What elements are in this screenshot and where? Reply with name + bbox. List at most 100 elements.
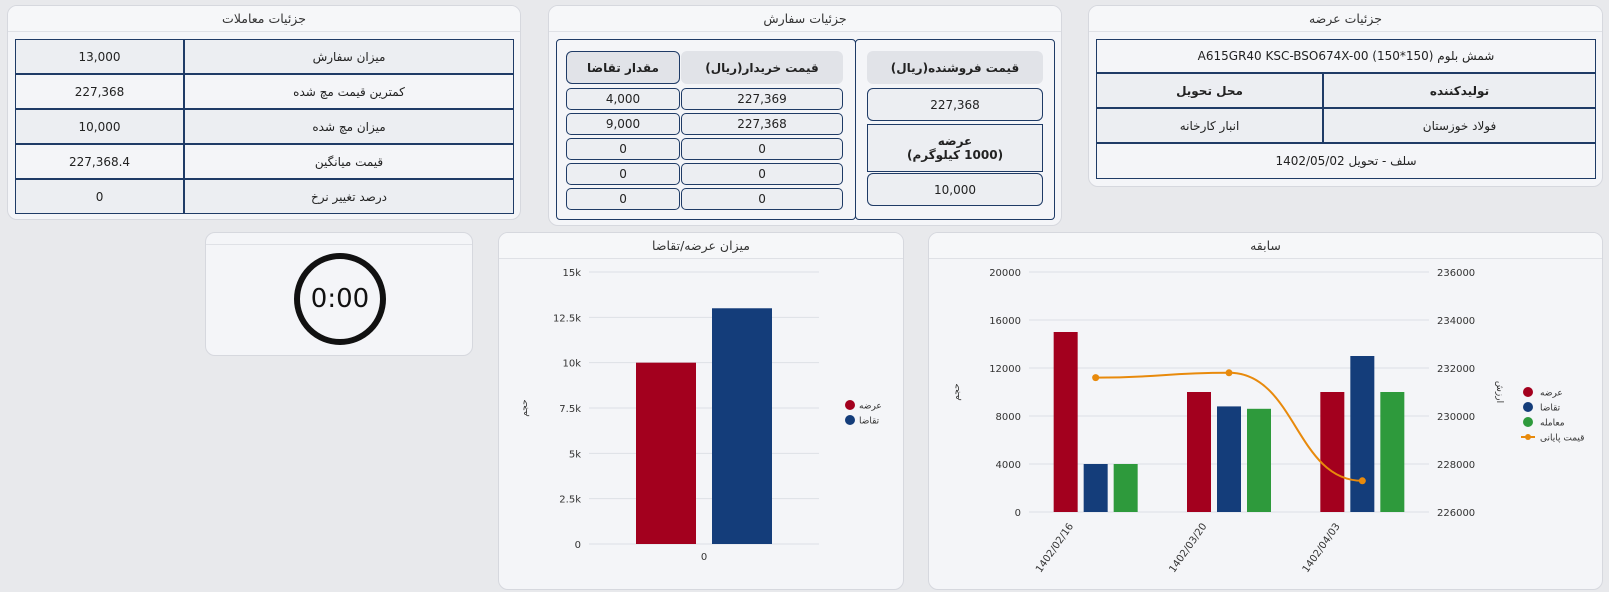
price-point — [1358, 477, 1366, 485]
y-tick-label: 12000 — [989, 364, 1021, 375]
trade-details-panel: جزئیات معاملات میزان سفارش 13,000 کمترین… — [7, 5, 521, 220]
legend-label: معامله — [1540, 419, 1565, 429]
bar — [1083, 464, 1108, 512]
x-tick-label: 1402/02/16 — [1034, 521, 1076, 575]
bar — [1350, 356, 1375, 512]
supply-demand-chart-title: میزان عرضه/تقاضا — [499, 233, 903, 259]
trade-row-value: 227,368 — [15, 74, 184, 109]
trade-row-value: 0 — [15, 179, 184, 214]
bar — [636, 362, 696, 544]
bar — [1320, 392, 1345, 512]
bid-price: 0 — [681, 138, 843, 160]
history-chart-panel: سابقه 0 4000 8000 12000 16000 20000 226000 2280… — [928, 232, 1603, 590]
x-tick-label: 1402/04/03 — [1301, 521, 1343, 575]
producer-label: تولیدکننده — [1323, 73, 1596, 108]
legend-label: تقاضا — [1540, 404, 1561, 414]
y-tick-label: 0 — [1015, 508, 1021, 519]
y-tick-label: 12.5k — [553, 313, 581, 324]
legend-label: تقاضا — [859, 417, 880, 427]
y2-tick-label: 234000 — [1437, 316, 1475, 327]
y-tick-label: 7.5k — [559, 404, 581, 415]
history-chart-title: سابقه — [929, 233, 1602, 259]
timer-value: 0:00 — [310, 284, 370, 314]
y-axis-label: حجم — [520, 399, 530, 416]
bid-price: 0 — [681, 163, 843, 185]
y-tick-label: 8000 — [996, 412, 1021, 423]
legend-marker — [845, 415, 855, 425]
buyer-price-label: قیمت خریدار(ریال) — [681, 51, 843, 84]
legend-label: عرضه — [1540, 389, 1563, 399]
bid-price: 227,368 — [681, 113, 843, 135]
trade-row-value: 10,000 — [15, 109, 184, 144]
trade-row-label: قیمت میانگین — [184, 144, 514, 179]
y2-tick-label: 228000 — [1437, 460, 1475, 471]
y-tick-label: 2.5k — [559, 495, 581, 506]
history-chart: 0 4000 8000 12000 16000 20000 226000 228000 2300… — [952, 268, 1584, 575]
bid-qty: 4,000 — [566, 88, 680, 110]
price-point — [1225, 369, 1233, 377]
y-axis-label: حجم — [952, 383, 962, 400]
legend-marker — [845, 400, 855, 410]
bar — [1217, 406, 1241, 512]
bid-price: 227,369 — [681, 88, 843, 110]
x-tick-label: 0 — [701, 552, 707, 563]
x-tick-label: 1402/03/20 — [1167, 521, 1209, 575]
y-tick-label: 0 — [575, 540, 581, 551]
y2-tick-label: 230000 — [1437, 412, 1475, 423]
supply-value: 10,000 — [867, 173, 1043, 206]
legend-label: عرضه — [859, 402, 882, 412]
delivery-value: انبار کارخانه — [1096, 108, 1323, 143]
settlement-value: سلف - تحویل 1402/05/02 — [1096, 143, 1596, 179]
supply-label: عرضه (1000 کیلوگرم) — [867, 124, 1043, 172]
trade-row-label: درصد تغییر نرخ — [184, 179, 514, 214]
legend-marker — [1525, 434, 1531, 440]
y-tick-label: 4000 — [996, 460, 1021, 471]
offer-details-panel: جزئیات عرضه شمش بلوم (150*150) A615GR40 … — [1088, 5, 1603, 187]
buyer-box — [556, 39, 856, 220]
y-tick-label: 15k — [562, 268, 581, 279]
timer-ring: 0:00 — [294, 253, 386, 345]
trade-row-value: 13,000 — [15, 39, 184, 74]
order-details-panel: جزئیات سفارش قیمت فروشنده(ریال) 227,368 … — [548, 5, 1062, 226]
product-name: شمش بلوم (150*150) A615GR40 KSC-BSO674X-… — [1096, 39, 1596, 73]
supply-demand-chart: 0 2.5k 5k 7.5k 10k 12.5k 15k حجم 0 عرضه تقاضا — [520, 268, 882, 563]
y2-tick-label: 226000 — [1437, 508, 1475, 519]
y2-axis-label: ارزش — [1494, 381, 1504, 403]
trade-row-value: 227,368.4 — [15, 144, 184, 179]
bar — [1380, 392, 1405, 512]
offer-details-title: جزئیات عرضه — [1089, 6, 1602, 32]
legend-marker — [1523, 402, 1533, 412]
price-point — [1092, 374, 1100, 382]
seller-price-value: 227,368 — [867, 88, 1043, 121]
bid-qty: 0 — [566, 188, 680, 210]
y-tick-label: 5k — [569, 449, 581, 460]
y2-tick-label: 232000 — [1437, 364, 1475, 375]
bar — [1053, 332, 1078, 512]
bid-qty: 0 — [566, 138, 680, 160]
legend-label: قیمت پایانی — [1540, 434, 1584, 444]
y2-tick-label: 236000 — [1437, 268, 1475, 279]
delivery-label: محل تحویل — [1096, 73, 1323, 108]
legend-marker — [1523, 417, 1533, 427]
producer-value: فولاد خوزستان — [1323, 108, 1596, 143]
y-tick-label: 16000 — [989, 316, 1021, 327]
bar — [1247, 408, 1271, 512]
price-line — [1095, 371, 1363, 482]
trade-row-label: کمترین قیمت مچ شده — [184, 74, 514, 109]
y-tick-label: 10k — [562, 359, 581, 370]
bar — [1113, 464, 1138, 512]
timer-panel: 0:00 — [205, 232, 473, 356]
y-tick-label: 20000 — [989, 268, 1021, 279]
seller-price-label: قیمت فروشنده(ریال) — [867, 51, 1043, 84]
order-details-title: جزئیات سفارش — [549, 6, 1061, 32]
trade-row-label: میزان سفارش — [184, 39, 514, 74]
bid-qty: 9,000 — [566, 113, 680, 135]
bid-price: 0 — [681, 188, 843, 210]
bar — [712, 308, 772, 544]
trade-details-title: جزئیات معاملات — [8, 6, 520, 32]
trade-row-label: میزان مچ شده — [184, 109, 514, 144]
supply-demand-chart-panel: میزان عرضه/تقاضا 0 2.5k 5k 7.5k 10k 12.5k 15k ح… — [498, 232, 904, 590]
bar — [1187, 392, 1211, 512]
demand-qty-label: مقدار تقاضا — [566, 51, 680, 84]
legend-marker — [1523, 387, 1533, 397]
